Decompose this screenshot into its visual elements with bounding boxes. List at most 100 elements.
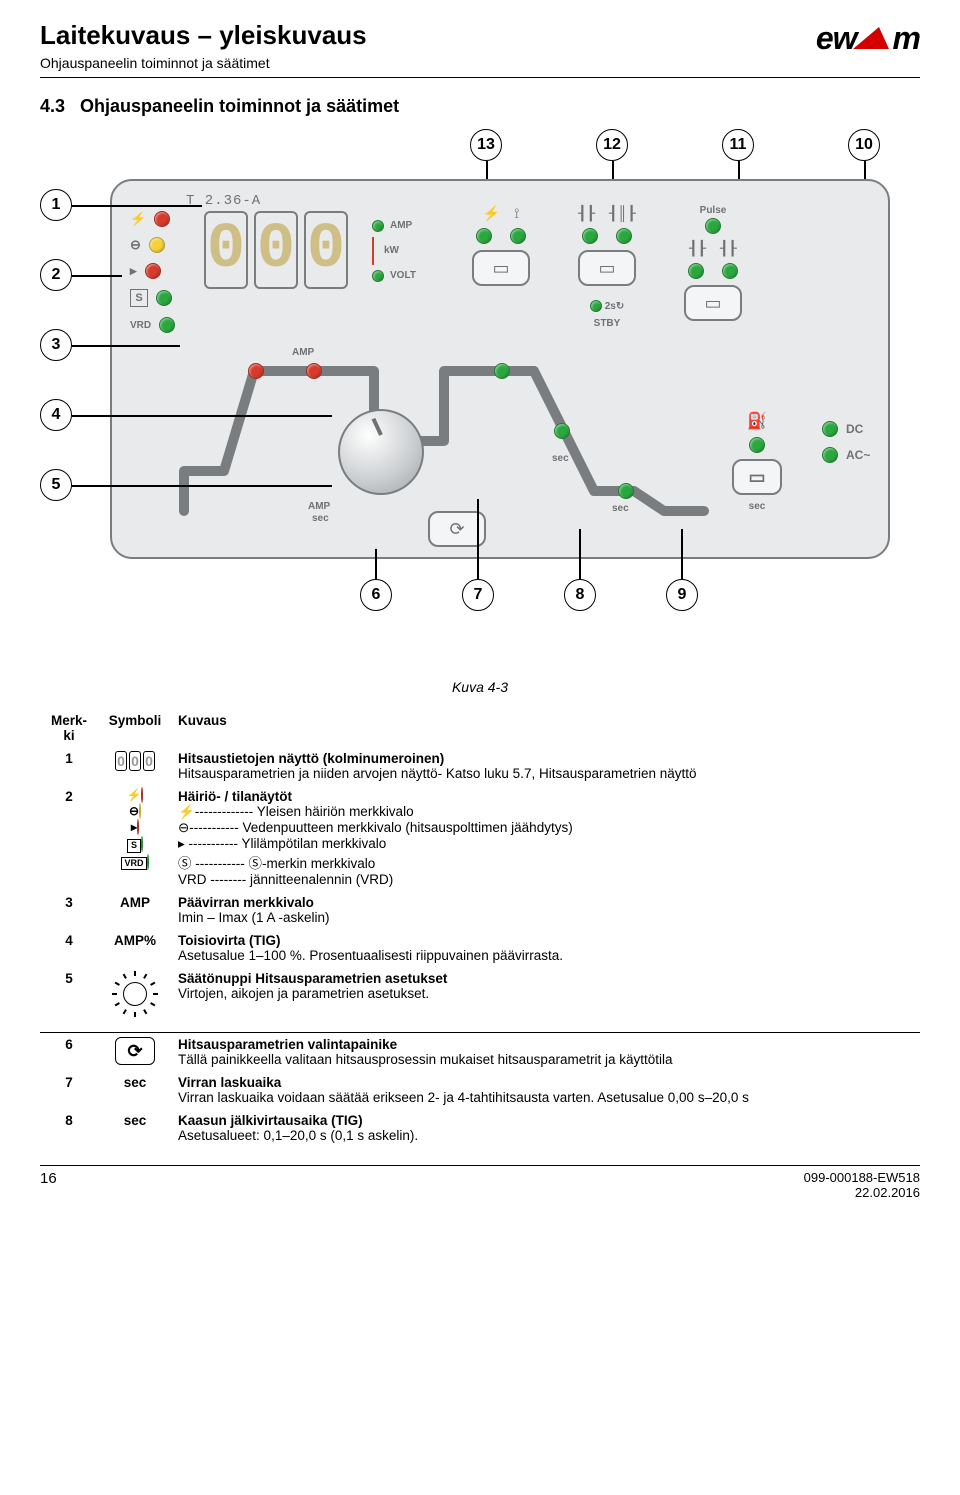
display-digits: 0 0 0 <box>204 211 348 289</box>
digit: 0 <box>254 211 298 289</box>
leader-line <box>375 549 377 579</box>
curve-led-red <box>306 363 322 379</box>
callout-12: 12 <box>596 129 628 161</box>
table-row: 4 AMP% Toisiovirta (TIG) Asetusalue 1–10… <box>40 929 920 967</box>
led-green <box>159 317 175 333</box>
bottom-callouts: 6 7 8 9 <box>360 579 698 611</box>
row-line: Virran laskuaika voidaan säätää erikseen… <box>178 1090 914 1105</box>
led-green <box>616 228 632 244</box>
s-icon: S <box>130 289 148 307</box>
row-line: VRD -------- jännitteenalennin (VRD) <box>178 872 914 887</box>
vrd-label: VRD <box>130 320 151 331</box>
row-line: ⚡------------- Yleisen häiriön merkkival… <box>178 804 914 820</box>
doc-date: 22.02.2016 <box>804 1185 920 1200</box>
desc-cell: Virran laskuaika Virran laskuaika voidaa… <box>172 1071 920 1109</box>
lightning-icon: ⚡ <box>130 211 146 227</box>
ewm-logo: ewm <box>816 20 920 57</box>
desc-cell: Toisiovirta (TIG) Asetusalue 1–100 %. Pr… <box>172 929 920 967</box>
row-line: ⊖----------- Vedenpuutteen merkkivalo (h… <box>178 820 914 836</box>
led-green <box>590 300 602 312</box>
row-title: Virran laskuaika <box>178 1075 914 1090</box>
callout-9: 9 <box>666 579 698 611</box>
symbol-cell <box>98 967 172 1024</box>
callout-6: 6 <box>360 579 392 611</box>
mma-icon: ⟟ <box>514 205 519 222</box>
leader-line <box>72 345 180 347</box>
mark-cell: 4 <box>40 929 98 967</box>
cycle-icon: ⟳ <box>449 520 464 538</box>
leader-line <box>579 529 581 579</box>
curve-sec2-label: sec <box>612 503 629 514</box>
mark-cell: 2 <box>40 785 98 891</box>
stby-2s: 2s <box>605 301 616 312</box>
knob-amp-label: AMP <box>308 501 330 512</box>
mark-cell: 7 <box>40 1071 98 1109</box>
desc-cell: Päävirran merkkivalo Imin – Imax (1 A -a… <box>172 891 920 929</box>
top-callouts: 13 12 11 10 <box>470 129 880 161</box>
led-green <box>822 447 838 463</box>
table-row: 8 sec Kaasun jälkivirtausaika (TIG) Aset… <box>40 1109 920 1147</box>
table-row: 7 sec Virran laskuaika Virran laskuaika … <box>40 1071 920 1109</box>
row-title: Häiriö- / tilanäytöt <box>178 789 914 804</box>
parameter-knob[interactable] <box>338 409 424 495</box>
dc-ac-group: DC AC~ <box>822 421 870 473</box>
pulse-button[interactable]: ▭ <box>684 285 742 321</box>
callout-13: 13 <box>470 129 502 161</box>
desc-cell: Häiriö- / tilanäytöt ⚡------------- Ylei… <box>172 785 920 891</box>
row-title: Toisiovirta (TIG) <box>178 933 914 948</box>
knob-pointer <box>372 418 383 436</box>
led-green <box>156 290 172 306</box>
mark-cell: 6 <box>40 1033 98 1072</box>
section-number: 4.3 <box>40 96 65 116</box>
leader-line <box>72 485 332 487</box>
row-line: Imin – Imax (1 A -askelin) <box>178 910 914 925</box>
row-line: Asetusalue 1–100 %. Prosentuaalisesti ri… <box>178 948 914 963</box>
table-row: 5 Säätönuppi Hitsausparametrien asetukse… <box>40 967 920 1024</box>
process-button[interactable]: ▭ <box>472 250 530 286</box>
status-icon-column: ⚡ ⊖ ▸ S VRD <box>130 211 175 333</box>
leader-line <box>72 205 202 207</box>
right-bottom-group: ⛽ ▭ sec <box>732 411 782 512</box>
page-header: Laitekuvaus – yleiskuvaus Ohjauspaneelin… <box>40 20 920 78</box>
left-callouts: 1 2 3 4 5 <box>40 189 72 501</box>
mark-cell: 1 <box>40 747 98 785</box>
curve-svg <box>174 331 714 531</box>
panel-body: T 2.36-A ⚡ ⊖ ▸ S VRD 0 0 0 AMP kW VOLT ⚡… <box>110 179 890 559</box>
symbol-cell: AMP% <box>98 929 172 967</box>
led-green <box>510 228 526 244</box>
dial-icon <box>112 971 158 1017</box>
symbol-cell: ⚡ ⊖ ▸ S VRD <box>98 785 172 891</box>
doc-number: 099-000188-EW518 <box>804 1170 920 1185</box>
led-green <box>476 228 492 244</box>
table-row: 6 ⟳ Hitsausparametrien valintapainike Tä… <box>40 1033 920 1072</box>
row-line: Tällä painikkeella valitaan hitsausprose… <box>178 1052 914 1067</box>
section-title-text: Ohjauspaneelin toiminnot ja säätimet <box>80 96 399 116</box>
curve-led-green <box>618 483 634 499</box>
led-green <box>582 228 598 244</box>
table-row: 1 0 0 0 Hitsaustietojen näyttö (kolminum… <box>40 747 920 785</box>
ac-label: AC~ <box>846 448 870 462</box>
callout-10: 10 <box>848 129 880 161</box>
led-green <box>822 421 838 437</box>
mode-button[interactable]: ▭ <box>578 250 636 286</box>
leader-line <box>72 415 332 417</box>
volt-label: VOLT <box>390 265 416 287</box>
led-red <box>145 263 161 279</box>
gas-button[interactable]: ▭ <box>732 459 782 495</box>
th-symbol: Symboli <box>98 709 172 747</box>
button-icon: ⟳ <box>115 1037 155 1065</box>
leader-line <box>681 529 683 579</box>
leader-line <box>72 275 122 277</box>
th-mark: Merk- ki <box>40 709 98 747</box>
mode-group: ┨┠┨║┠ ▭ 2s↻ STBY <box>578 205 636 329</box>
footer-right: 099-000188-EW518 22.02.2016 <box>804 1170 920 1200</box>
callout-5: 5 <box>40 469 72 501</box>
row-title: Hitsaustietojen näyttö (kolminumeroinen) <box>178 751 914 766</box>
stby-label: STBY <box>594 318 621 329</box>
logo-part-1: ew <box>816 20 857 56</box>
mark-cell: 3 <box>40 891 98 929</box>
desc-cell: Hitsaustietojen näyttö (kolminumeroinen)… <box>172 747 920 785</box>
welding-curve: AMP AMP% sec sec <box>174 331 714 531</box>
mark-cell: 8 <box>40 1109 98 1147</box>
logo-part-2: m <box>893 20 920 56</box>
